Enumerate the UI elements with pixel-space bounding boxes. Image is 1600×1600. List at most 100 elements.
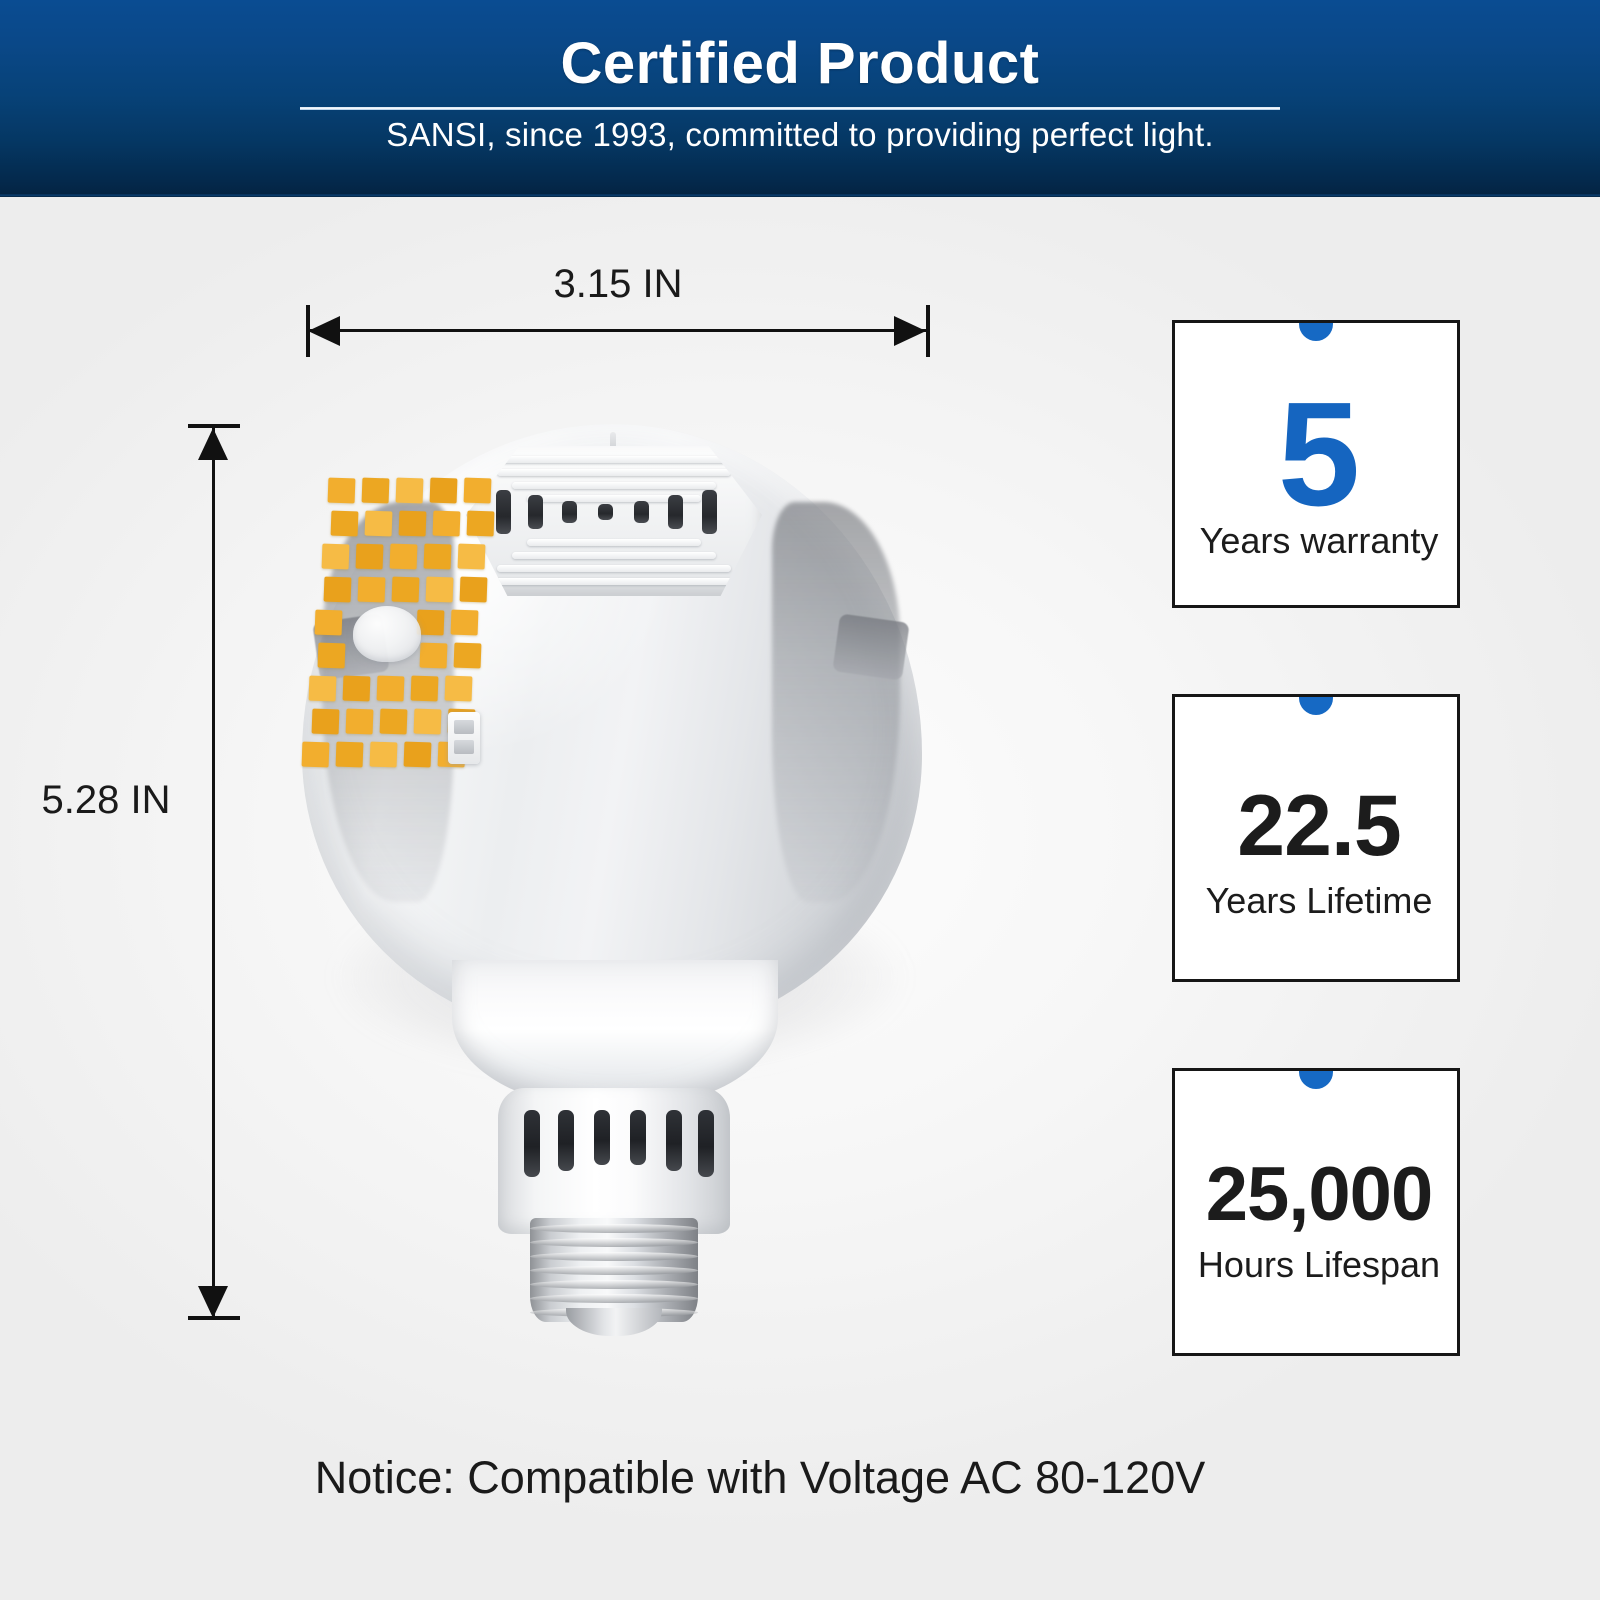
- led-chip: [335, 741, 364, 768]
- arrow-left-icon: [308, 316, 340, 346]
- screw-thread: [530, 1280, 698, 1289]
- hex-ridge: [482, 456, 746, 463]
- vent-slot: [702, 490, 717, 534]
- led-chip: [317, 642, 346, 669]
- feature-caption: Hours Lifespan: [1197, 1244, 1441, 1285]
- vent-slot: [528, 495, 543, 529]
- feature-box-lifetime[interactable]: 22.5 Years Lifetime: [1172, 694, 1460, 982]
- hex-ridge: [527, 495, 701, 502]
- hex-ridge: [497, 469, 731, 476]
- led-chip: [364, 510, 393, 537]
- vent-slot: [634, 501, 649, 523]
- led-chip: [444, 675, 473, 702]
- led-chip: [423, 543, 452, 570]
- arrow-up-icon: [198, 428, 228, 460]
- screw-thread: [530, 1294, 698, 1303]
- vent-slot: [598, 504, 613, 520]
- led-chip: [429, 477, 458, 504]
- feature-value: 5: [1277, 372, 1361, 537]
- hex-ridge: [482, 578, 746, 585]
- led-chip: [361, 477, 390, 504]
- screw-thread: [530, 1252, 698, 1261]
- led-chip: [314, 609, 343, 636]
- led-chip: [391, 576, 420, 603]
- bulb-base-tip: [566, 1308, 662, 1336]
- led-chip: [416, 609, 445, 636]
- feature-dot-icon: [1299, 697, 1333, 715]
- led-chip: [413, 708, 442, 735]
- feature-value: 22.5: [1237, 778, 1401, 874]
- screw-thread: [530, 1266, 698, 1275]
- bulb-hexagonal-vent-cap: [466, 446, 762, 596]
- led-chip: [376, 675, 405, 702]
- led-panel-left: [280, 412, 510, 782]
- bulb-e26-screw-base: [530, 1218, 698, 1322]
- hex-ridge: [497, 565, 731, 572]
- heatsink-vent-slot: [524, 1110, 540, 1177]
- feature-box-lifespan[interactable]: 25,000 Hours Lifespan: [1172, 1068, 1460, 1356]
- feature-dot-icon: [1299, 1071, 1333, 1089]
- width-dimension-line: [308, 329, 926, 332]
- led-chip: [459, 576, 488, 603]
- led-chip: [379, 708, 408, 735]
- led-chip: [369, 741, 398, 768]
- screw-thread: [530, 1224, 698, 1233]
- led-chip: [327, 477, 356, 504]
- height-dimension-label: 5.28 IN: [41, 778, 171, 822]
- height-dimension-line: [212, 428, 215, 1318]
- led-chip: [419, 642, 448, 669]
- led-chip: [301, 741, 330, 768]
- led-chip: [463, 477, 492, 504]
- led-chip: [308, 675, 337, 702]
- heatsink-vent-slot: [594, 1110, 610, 1165]
- led-connector: [448, 712, 480, 764]
- led-chip: [403, 741, 432, 768]
- heatsink-vent-slot: [666, 1110, 682, 1171]
- height-tick-top: [188, 424, 240, 428]
- hex-ridge: [527, 539, 701, 546]
- hex-ridge: [512, 552, 716, 559]
- led-chip: [395, 477, 424, 504]
- led-chip: [410, 675, 439, 702]
- led-chip: [398, 510, 427, 537]
- led-chip: [342, 675, 371, 702]
- vent-slot: [668, 495, 683, 529]
- arrow-right-icon: [894, 316, 926, 346]
- led-chip: [432, 510, 461, 537]
- vent-slot: [562, 501, 577, 523]
- led-chip: [345, 708, 374, 735]
- vent-slot: [496, 490, 511, 534]
- led-chip: [466, 510, 495, 537]
- led-chip: [425, 576, 454, 603]
- bulb-neck: [452, 960, 778, 1110]
- led-chip: [321, 543, 350, 570]
- led-chip: [453, 642, 482, 669]
- heatsink-vent-slot: [698, 1110, 714, 1177]
- bulb-interior-cavity-right: [772, 502, 900, 902]
- feature-value: 25,000: [1205, 1152, 1433, 1237]
- heatsink-vent-slot: [630, 1110, 646, 1165]
- led-chip: [389, 543, 418, 570]
- led-chip: [311, 708, 340, 735]
- led-chip: [355, 543, 384, 570]
- feature-caption: Years warranty: [1199, 520, 1439, 561]
- header-banner: Certified Product SANSI, since 1993, com…: [0, 0, 1600, 197]
- led-chip: [323, 576, 352, 603]
- led-chip: [450, 609, 479, 636]
- page-title: Certified Product: [560, 31, 1040, 96]
- feature-dot-icon: [1299, 323, 1333, 341]
- width-dimension-label: 3.15 IN: [553, 262, 683, 306]
- arrow-down-icon: [198, 1286, 228, 1318]
- product-image-led-bulb: [280, 412, 960, 1336]
- led-chip: [357, 576, 386, 603]
- feature-box-warranty[interactable]: 5 Years warranty: [1172, 320, 1460, 608]
- title-divider: [300, 107, 1280, 110]
- height-tick-bottom: [188, 1316, 240, 1320]
- bulb-pillar-right: [832, 613, 910, 681]
- bulb-heatsink: [498, 1088, 730, 1234]
- led-chip: [330, 510, 359, 537]
- header-subtitle: SANSI, since 1993, committed to providin…: [386, 116, 1214, 153]
- bulb-cap-tip: [610, 432, 616, 454]
- led-chip: [457, 543, 486, 570]
